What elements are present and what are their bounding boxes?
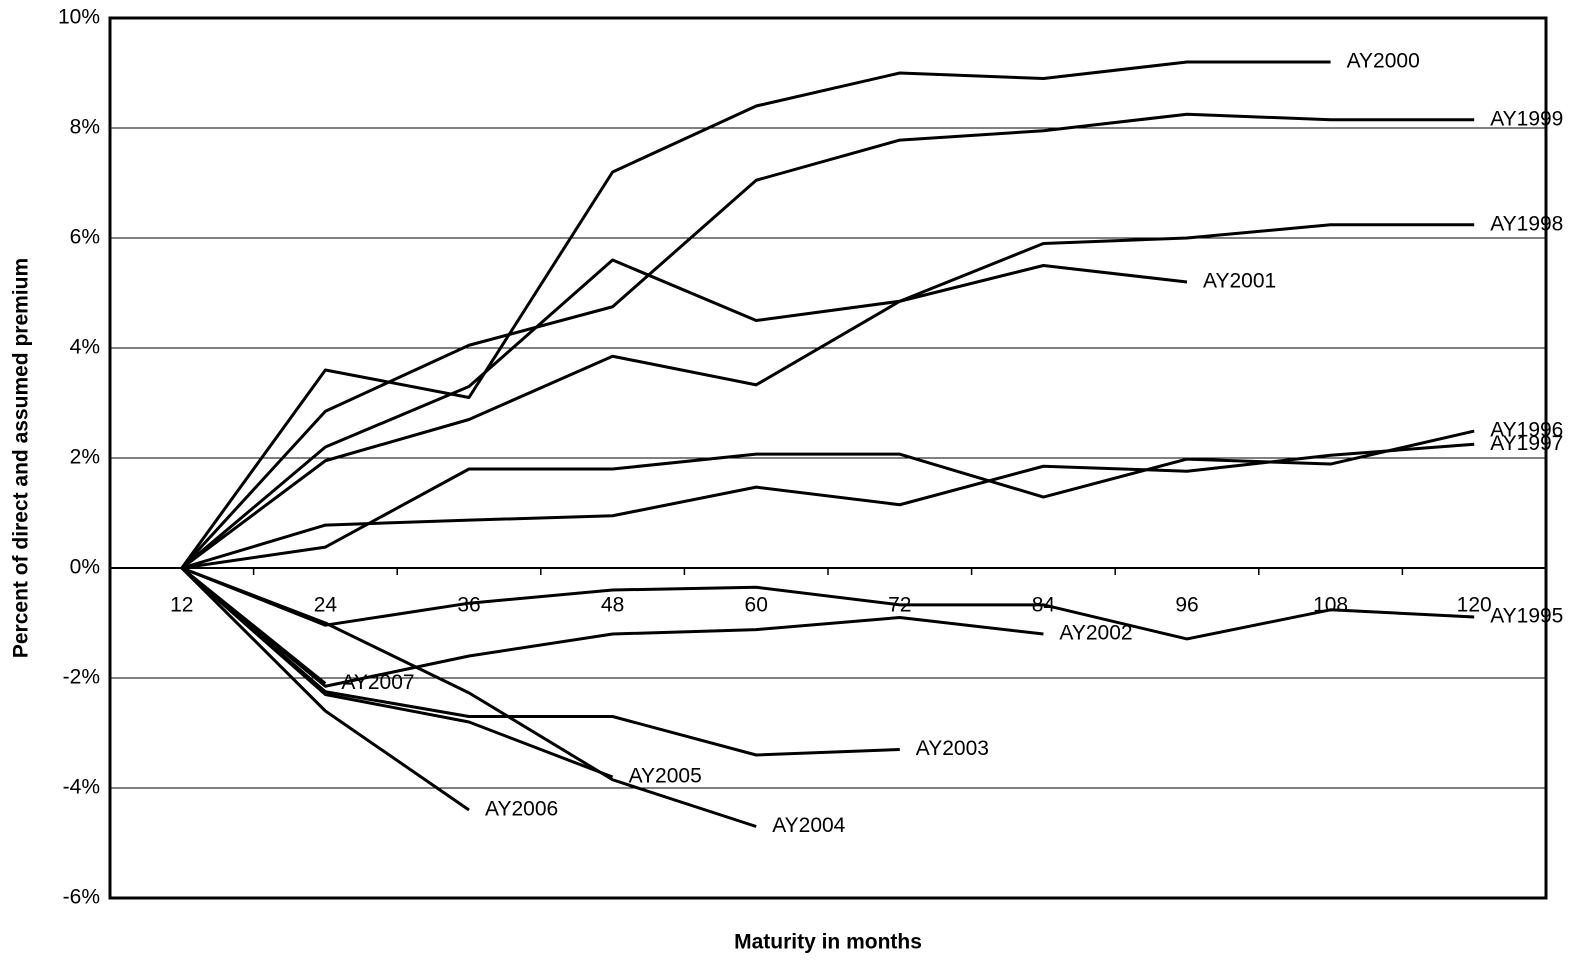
y-tick-label: -2% — [63, 666, 100, 689]
series-label: AY1996 — [1490, 419, 1563, 442]
y-tick-label: 4% — [70, 336, 100, 359]
x-tick-label: 48 — [601, 594, 624, 617]
y-tick-label: 2% — [70, 446, 100, 469]
x-tick-label: 96 — [1175, 594, 1198, 617]
series-line — [181, 442, 1475, 570]
y-tick-label: -6% — [63, 886, 100, 909]
series-line — [180, 566, 327, 685]
series-label: AY1999 — [1490, 107, 1563, 130]
series-line — [181, 566, 1475, 641]
series-label: AY2003 — [916, 737, 989, 760]
series-label: AY2004 — [772, 814, 845, 837]
series-line — [180, 60, 1331, 569]
series-line — [180, 223, 1475, 570]
y-tick-label: 10% — [58, 6, 100, 29]
x-axis-title: Maturity in months — [734, 931, 922, 954]
series-label: AY2001 — [1203, 270, 1276, 293]
series-label: AY2005 — [629, 765, 702, 788]
series-label: AY2002 — [1059, 622, 1132, 645]
series-line — [180, 566, 614, 779]
series-label: AY1995 — [1490, 604, 1563, 627]
series-line — [180, 566, 1044, 688]
y-tick-label: 8% — [70, 116, 100, 139]
series-label: AY1997 — [1490, 432, 1563, 455]
series-line — [180, 258, 1188, 570]
series-label: AY2007 — [341, 671, 414, 694]
y-tick-label: 6% — [70, 226, 100, 249]
series-line — [181, 566, 757, 828]
series-label: AY1998 — [1490, 212, 1563, 235]
series-line — [180, 112, 1475, 570]
y-tick-label: -4% — [63, 776, 100, 799]
x-tick-label: 120 — [1457, 594, 1492, 617]
plot-frame — [108, 16, 1548, 900]
series-line — [180, 566, 470, 812]
x-tick-label: 36 — [457, 594, 480, 617]
y-tick-label: 0% — [70, 556, 100, 579]
x-tick-label: 60 — [745, 594, 768, 617]
x-tick-label: 12 — [170, 594, 193, 617]
series-label: AY2006 — [485, 798, 558, 821]
y-axis-title: Percent of direct and assumed premium — [10, 258, 33, 658]
series-line — [180, 566, 900, 757]
series-label: AY2000 — [1347, 50, 1420, 73]
series-line — [181, 429, 1475, 570]
x-tick-label: 24 — [314, 594, 338, 617]
